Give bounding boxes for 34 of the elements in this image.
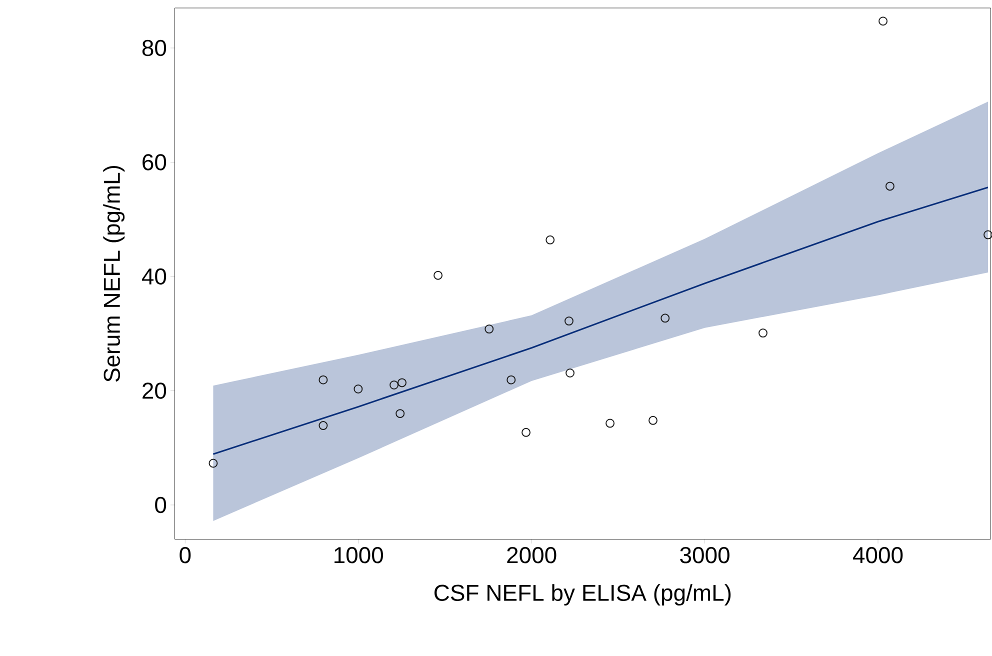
point [566,368,575,378]
y-tick-label: 60 [142,154,166,170]
x-tick-label: 1000 [334,546,384,564]
y-axis-title: Serum NEFL (pg/mL) [103,166,125,382]
x-tick-label: 3000 [680,546,730,564]
point [354,384,363,394]
x-axis-title: CSF NEFL by ELISA (pg/mL) [434,584,731,606]
point [564,316,574,326]
y-tick-label: 80 [142,40,166,56]
y-tick-label: 40 [142,268,166,285]
point [522,428,531,437]
y-tick-label: 20 [142,382,166,399]
point [434,270,443,280]
point [546,235,555,244]
point [390,380,399,390]
point [878,16,888,26]
point [984,230,992,240]
point [606,418,615,428]
line-series [212,186,989,455]
point [660,314,670,323]
point [484,324,494,334]
x-tick-label: 2000 [507,546,556,564]
x-tick-label: 4000 [852,546,903,564]
point [396,409,405,418]
point [398,378,407,388]
y-tick-label: 0 [155,496,166,514]
point [318,375,328,384]
point [758,328,768,338]
point [648,416,658,425]
point [208,458,218,468]
x-tick-label: 0 [180,546,191,564]
point [885,182,894,191]
point [318,421,328,430]
point [506,375,516,384]
